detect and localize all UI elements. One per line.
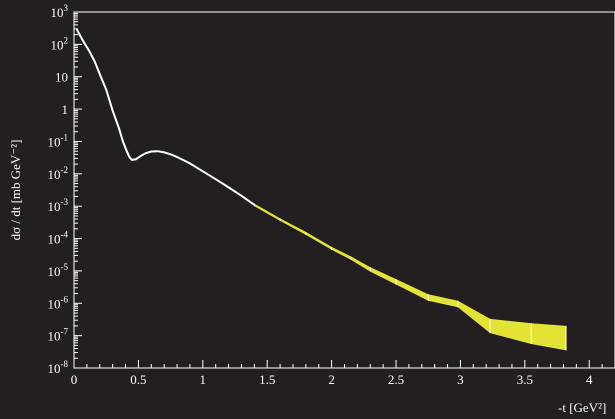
x-tick-label: 3 (457, 372, 464, 387)
data-point (176, 156, 178, 158)
y-tick-label: 10-7 (48, 327, 69, 344)
data-point (105, 88, 108, 91)
data-point (126, 150, 128, 152)
y-tick-label: 10-6 (48, 294, 69, 311)
error-band (254, 203, 567, 351)
y-tick-label: 10-1 (48, 132, 69, 149)
x-tick-label: 1.5 (259, 372, 275, 387)
y-tick-label: 102 (51, 35, 69, 52)
data-point (88, 50, 91, 53)
data-point (131, 159, 133, 161)
data-point (93, 60, 96, 63)
x-axis: 0 0.5 1 1.5 2 2.5 3 3.5 4 (71, 360, 615, 387)
y-tick-label: 10-8 (48, 359, 69, 376)
data-point (227, 186, 230, 189)
data-point (140, 155, 142, 157)
x-tick-label: 1 (200, 372, 207, 387)
y-axis-title: dσ / dt [mb GeV⁻²] (8, 140, 23, 241)
data-point (202, 170, 204, 173)
data-point (122, 140, 124, 143)
x-tick-label: 4 (586, 372, 593, 387)
error-band-layer (253, 203, 567, 351)
data-point (189, 162, 191, 165)
data-point (98, 73, 101, 75)
x-tick-label: 2 (328, 372, 335, 387)
data-point (79, 35, 82, 37)
x-axis-title: -t [GeV²] (558, 400, 606, 415)
y-tick-label: 10-3 (48, 197, 69, 214)
data-point (156, 150, 159, 152)
data-point (253, 204, 256, 206)
data-point (150, 150, 153, 153)
x-tick-label: 2.5 (388, 372, 404, 387)
series-line-layer (75, 28, 256, 206)
y-tick-label: 10-2 (48, 165, 69, 182)
data-point (214, 178, 217, 181)
data-point (118, 127, 120, 130)
y-tick-label: 10 (55, 70, 68, 85)
y-tick-label: 10-4 (48, 230, 69, 247)
data-point (240, 194, 243, 197)
data-point (83, 42, 86, 44)
data-point (145, 152, 147, 154)
data-point (135, 158, 137, 161)
data-point (169, 153, 172, 156)
y-tick-label: 1 (62, 102, 69, 117)
data-point (128, 156, 131, 158)
y-axis: 10310210110-110-210-310-410-510-610-710-… (48, 3, 82, 376)
x-tick-label: 3.5 (517, 372, 533, 387)
series-line (75, 28, 255, 206)
y-tick-label: 10-5 (48, 262, 69, 279)
data-point (111, 109, 114, 112)
x-tick-label: 0 (71, 372, 78, 387)
x-tick-label: 0.5 (130, 372, 146, 387)
y-tick-label: 103 (51, 3, 69, 20)
plot-frame (73, 11, 615, 369)
data-point (163, 151, 165, 154)
